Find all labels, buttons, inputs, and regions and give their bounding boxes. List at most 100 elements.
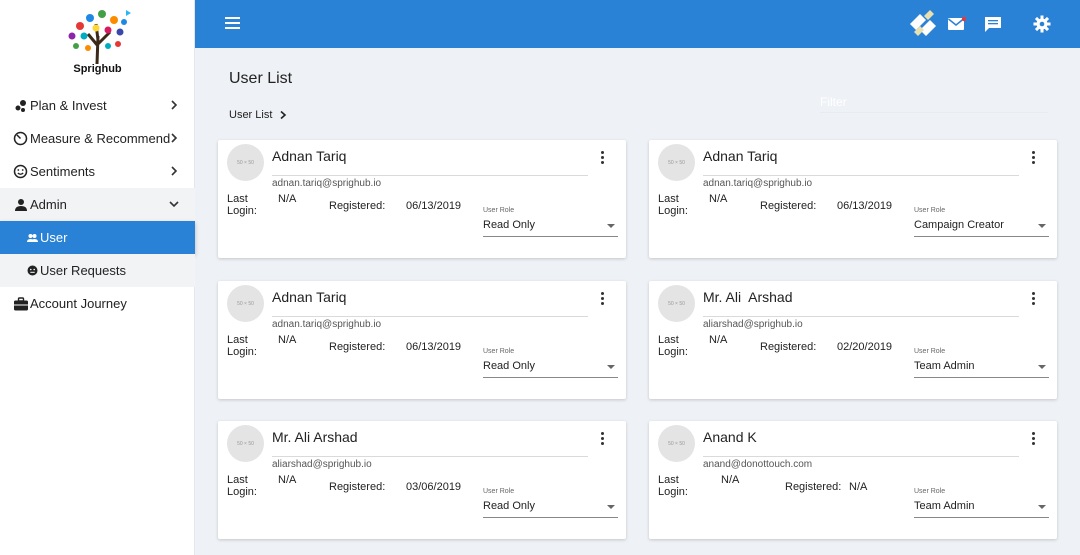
user-role-select[interactable]: Campaign Creator xyxy=(914,219,1049,237)
user-card: 50 × 50 Anand K anand@donottouch.com Las… xyxy=(649,421,1057,539)
chevron-right-icon xyxy=(171,133,178,143)
avatar: 50 × 50 xyxy=(227,285,264,322)
registered-value: 06/13/2019 xyxy=(837,200,893,212)
registered-label: Registered: xyxy=(760,200,817,212)
dropdown-caret-icon xyxy=(1038,505,1046,509)
user-card: 50 × 50 Adnan Tariq adnan.tariq@sprighub… xyxy=(218,281,626,399)
registered-value: 06/13/2019 xyxy=(406,341,462,353)
last-login-value: N/A xyxy=(278,474,297,486)
avatar-placeholder-text: 50 × 50 xyxy=(237,300,254,307)
registered-value: 03/06/2019 xyxy=(406,481,462,493)
last-login-value: N/A xyxy=(709,334,728,346)
sidebar-item-label: Account Journey xyxy=(30,296,127,311)
last-login-label: Last Login: xyxy=(658,193,688,217)
sidebar-item-user-requests[interactable]: User Requests xyxy=(0,254,195,287)
user-card: 50 × 50 Adnan Tariq adnan.tariq@sprighub… xyxy=(218,140,626,258)
registered-label: Registered: xyxy=(329,341,386,353)
chevron-down-icon xyxy=(169,201,179,208)
user-role-select[interactable]: Read Only xyxy=(483,219,618,237)
page-title: User List xyxy=(229,70,293,87)
sidebar-item-label: Measure & Recommend xyxy=(30,131,171,146)
sidebar-item-plan-invest[interactable]: Plan & Invest xyxy=(0,89,195,122)
sidebar: Sprighub Plan & Invest Measure & Recomme… xyxy=(0,0,195,555)
timer-icon xyxy=(12,130,29,147)
user-role-value: Team Admin xyxy=(914,360,975,372)
registered-label: Registered: xyxy=(760,341,817,353)
user-role-select[interactable]: Read Only xyxy=(483,360,618,378)
divider xyxy=(272,456,588,457)
sidebar-item-label: Admin xyxy=(30,197,67,212)
last-login-value: N/A xyxy=(721,474,740,486)
registered-label: Registered: xyxy=(785,481,842,493)
sidebar-item-label: Sentiments xyxy=(30,164,96,179)
sidebar-item-admin[interactable]: Admin xyxy=(0,188,195,221)
settings-gear-icon[interactable] xyxy=(1033,15,1051,38)
user-email: aliarshad@sprighub.io xyxy=(703,319,803,330)
user-role-label: User Role xyxy=(483,207,515,214)
avatar: 50 × 50 xyxy=(227,144,264,181)
registered-value: 06/13/2019 xyxy=(406,200,462,212)
last-login-value: N/A xyxy=(709,193,728,205)
filter-input[interactable] xyxy=(820,91,1048,113)
user-email: adnan.tariq@sprighub.io xyxy=(272,178,382,189)
user-name: Anand K xyxy=(703,429,757,445)
user-email: adnan.tariq@sprighub.io xyxy=(703,178,813,189)
registered-value: 02/20/2019 xyxy=(837,341,893,353)
last-login-value: N/A xyxy=(278,334,297,346)
user-role-label: User Role xyxy=(483,488,515,495)
user-email: adnan.tariq@sprighub.io xyxy=(272,319,382,330)
avatar-placeholder-text: 50 × 50 xyxy=(237,159,254,166)
mail-icon[interactable] xyxy=(947,16,967,37)
breadcrumb[interactable]: User List xyxy=(229,109,288,121)
sidebar-item-sentiments[interactable]: Sentiments xyxy=(0,155,195,188)
last-login-label: Last Login: xyxy=(227,474,257,498)
more-options-icon[interactable] xyxy=(1029,292,1037,308)
user-email: aliarshad@sprighub.io xyxy=(272,459,372,470)
avatar: 50 × 50 xyxy=(658,425,695,462)
more-options-icon[interactable] xyxy=(1029,151,1037,167)
sidebar-item-label: User Requests xyxy=(40,263,126,278)
registered-value: N/A xyxy=(849,481,868,493)
avatar-placeholder-text: 50 × 50 xyxy=(668,159,685,166)
avatar: 50 × 50 xyxy=(658,285,695,322)
divider xyxy=(703,456,1019,457)
more-options-icon[interactable] xyxy=(598,151,606,167)
divider xyxy=(272,316,588,317)
chat-icon[interactable] xyxy=(984,16,1002,38)
divider xyxy=(703,316,1019,317)
user-role-value: Campaign Creator xyxy=(914,219,1004,231)
more-options-icon[interactable] xyxy=(598,292,606,308)
breadcrumb-item[interactable]: User List xyxy=(229,109,273,121)
people-icon xyxy=(26,232,38,244)
sidebar-item-user[interactable]: User xyxy=(0,221,195,254)
chevron-right-icon xyxy=(280,110,287,120)
last-login-label: Last Login: xyxy=(658,334,688,358)
last-login-label: Last Login: xyxy=(658,474,688,498)
registered-label: Registered: xyxy=(329,200,386,212)
user-name: Mr. Ali Arshad xyxy=(703,289,793,305)
more-options-icon[interactable] xyxy=(598,432,606,448)
divider xyxy=(272,175,588,176)
sidebar-item-account-journey[interactable]: Account Journey xyxy=(0,287,195,320)
user-role-select[interactable]: Team Admin xyxy=(914,500,1049,518)
avatar-placeholder-text: 50 × 50 xyxy=(668,300,685,307)
user-role-select[interactable]: Read Only xyxy=(483,500,618,518)
briefcase-icon xyxy=(12,295,29,312)
user-card: 50 × 50 Adnan Tariq adnan.tariq@sprighub… xyxy=(649,140,1057,258)
avatar-placeholder-text: 50 × 50 xyxy=(668,440,685,447)
last-login-value: N/A xyxy=(278,193,297,205)
avatar: 50 × 50 xyxy=(658,144,695,181)
menu-icon[interactable] xyxy=(225,17,240,31)
user-name: Adnan Tariq xyxy=(703,148,778,164)
dropdown-caret-icon xyxy=(607,505,615,509)
last-login-label: Last Login: xyxy=(227,193,257,217)
sidebar-item-measure-recommend[interactable]: Measure & Recommend xyxy=(0,122,195,155)
brand-logo-icon[interactable] xyxy=(906,10,938,45)
more-options-icon[interactable] xyxy=(1029,432,1037,448)
user-role-select[interactable]: Team Admin xyxy=(914,360,1049,378)
registered-label: Registered: xyxy=(329,481,386,493)
sprighub-logo-icon[interactable] xyxy=(60,6,136,76)
user-role-value: Team Admin xyxy=(914,500,975,512)
user-role-label: User Role xyxy=(483,348,515,355)
avatar: 50 × 50 xyxy=(227,425,264,462)
